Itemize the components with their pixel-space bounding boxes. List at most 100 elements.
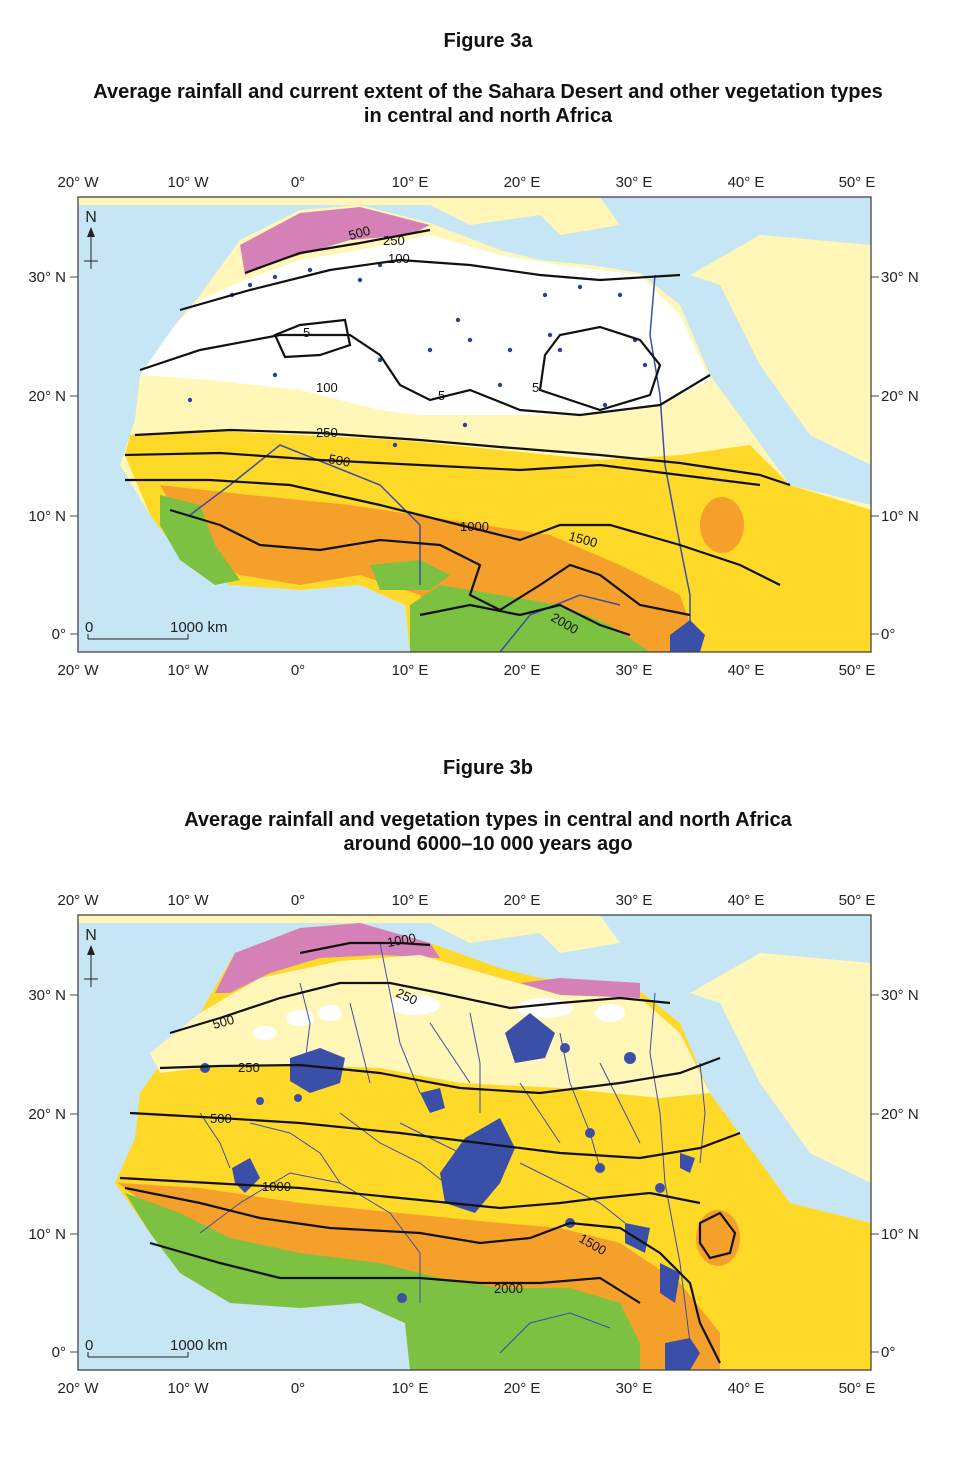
zone-forest-central <box>410 585 650 652</box>
svg-text:1000 km: 1000 km <box>170 1337 228 1354</box>
svg-text:30° N: 30° N <box>881 269 919 286</box>
svg-text:40° E: 40° E <box>728 1380 765 1397</box>
svg-text:0°: 0° <box>881 1344 895 1361</box>
svg-text:1000 km: 1000 km <box>170 619 228 636</box>
svg-text:2000: 2000 <box>494 1281 523 1296</box>
lake-mega-chad <box>440 1118 515 1213</box>
svg-text:20° N: 20° N <box>28 388 66 405</box>
figure-3a-title-line1: Average rainfall and current extent of t… <box>93 81 883 103</box>
north-arrow: N <box>84 209 98 269</box>
svg-text:5: 5 <box>303 325 310 340</box>
zone-forest-niger <box>370 560 450 590</box>
svg-text:30° N: 30° N <box>881 987 919 1004</box>
svg-text:20° W: 20° W <box>57 662 99 679</box>
svg-text:0°: 0° <box>52 626 66 643</box>
tick-marks <box>70 276 879 635</box>
land-arabia <box>690 953 871 1183</box>
svg-text:10° W: 10° W <box>167 892 209 909</box>
svg-text:1000: 1000 <box>460 519 489 534</box>
svg-text:0°: 0° <box>881 626 895 643</box>
svg-text:50° E: 50° E <box>839 174 876 191</box>
svg-text:10° E: 10° E <box>392 174 429 191</box>
svg-text:50° E: 50° E <box>839 1380 876 1397</box>
svg-text:50° E: 50° E <box>839 892 876 909</box>
longitude-labels-top: 20° W 10° W 0° 10° E 20° E 30° E 40° E 5… <box>57 174 875 191</box>
lake-west-sahara <box>290 1048 345 1093</box>
svg-text:500: 500 <box>327 451 351 470</box>
svg-text:40° E: 40° E <box>728 892 765 909</box>
svg-text:0°: 0° <box>291 892 305 909</box>
zone-mediterranean <box>215 923 440 993</box>
zone-forest-west <box>160 495 240 585</box>
zone-forest <box>125 1193 640 1370</box>
svg-text:10° W: 10° W <box>167 174 209 191</box>
svg-text:0°: 0° <box>291 662 305 679</box>
svg-text:30° E: 30° E <box>616 1380 653 1397</box>
svg-text:250: 250 <box>316 425 338 440</box>
svg-text:20° W: 20° W <box>57 174 99 191</box>
svg-text:50° E: 50° E <box>839 662 876 679</box>
svg-text:100: 100 <box>316 380 338 395</box>
svg-text:10° N: 10° N <box>881 508 919 525</box>
svg-text:0: 0 <box>85 1337 93 1354</box>
svg-text:10° E: 10° E <box>392 662 429 679</box>
map-frame <box>77 196 872 653</box>
svg-text:250: 250 <box>383 233 405 248</box>
tick-marks <box>70 994 879 1353</box>
svg-text:30° E: 30° E <box>616 892 653 909</box>
river-network <box>199 942 706 1354</box>
svg-text:30° E: 30° E <box>616 662 653 679</box>
figure-3a-label: Figure 3a <box>443 30 533 52</box>
map-figure-3a: 500 250 100 5 100 5 5 250 500 1000 1500 … <box>28 174 919 679</box>
svg-text:1000: 1000 <box>386 930 417 950</box>
svg-text:40° E: 40° E <box>728 174 765 191</box>
svg-text:20° E: 20° E <box>504 1380 541 1397</box>
svg-text:5: 5 <box>438 388 445 403</box>
scale-bar: 0 1000 km <box>85 619 228 640</box>
figure-3a-title: Average rainfall and current extent of t… <box>0 80 976 128</box>
latitude-labels-left: 30° N 20° N 10° N 0° <box>28 269 66 643</box>
north-arrow: N <box>84 927 98 987</box>
figure-3b-title: Average rainfall and vegetation types in… <box>0 808 976 856</box>
latitude-labels-right: 30° N 20° N 10° N 0° <box>881 987 919 1361</box>
zone-mediterranean-east <box>520 978 640 998</box>
svg-text:1500: 1500 <box>567 528 599 550</box>
scale-bar: 0 1000 km <box>85 1337 228 1358</box>
svg-text:500: 500 <box>211 1012 236 1032</box>
isohyet-lines <box>124 228 791 637</box>
svg-text:0°: 0° <box>291 1380 305 1397</box>
svg-text:20° N: 20° N <box>881 1106 919 1123</box>
svg-text:N: N <box>85 209 97 226</box>
svg-text:250: 250 <box>238 1060 260 1075</box>
zone-ethiopian-highlands <box>700 497 744 553</box>
svg-text:40° E: 40° E <box>728 662 765 679</box>
contour-labels: 500 250 100 5 100 5 5 250 500 1000 1500 … <box>303 223 599 637</box>
svg-text:10° W: 10° W <box>167 1380 209 1397</box>
lake-victoria <box>670 620 705 652</box>
svg-text:20° N: 20° N <box>881 388 919 405</box>
longitude-labels-top: 20° W 10° W 0° 10° E 20° E 30° E 40° E 5… <box>57 892 875 909</box>
latitude-labels-right: 30° N 20° N 10° N 0° <box>881 269 919 643</box>
svg-text:30° N: 30° N <box>28 987 66 1004</box>
svg-text:100: 100 <box>388 251 410 266</box>
river-nile <box>649 274 691 625</box>
land-europe <box>78 915 620 953</box>
zone-desert <box>140 235 710 415</box>
svg-text:30° N: 30° N <box>28 269 66 286</box>
figure-3b-label: Figure 3b <box>442 757 533 779</box>
longitude-labels-bottom: 20° W 10° W 0° 10° E 20° E 30° E 40° E 5… <box>57 662 875 679</box>
svg-text:N: N <box>85 927 97 944</box>
land-europe <box>78 197 620 235</box>
svg-text:20° E: 20° E <box>504 174 541 191</box>
svg-text:10° W: 10° W <box>167 662 209 679</box>
svg-text:5: 5 <box>532 380 539 395</box>
svg-text:20° E: 20° E <box>504 662 541 679</box>
svg-text:10° E: 10° E <box>392 1380 429 1397</box>
svg-text:500: 500 <box>210 1111 232 1126</box>
river-niger <box>189 444 421 585</box>
svg-text:10° N: 10° N <box>28 1226 66 1243</box>
figure-3b-title-line2: around 6000–10 000 years ago <box>343 833 633 855</box>
svg-text:0°: 0° <box>291 174 305 191</box>
svg-text:20° W: 20° W <box>57 892 99 909</box>
svg-text:20° N: 20° N <box>28 1106 66 1123</box>
